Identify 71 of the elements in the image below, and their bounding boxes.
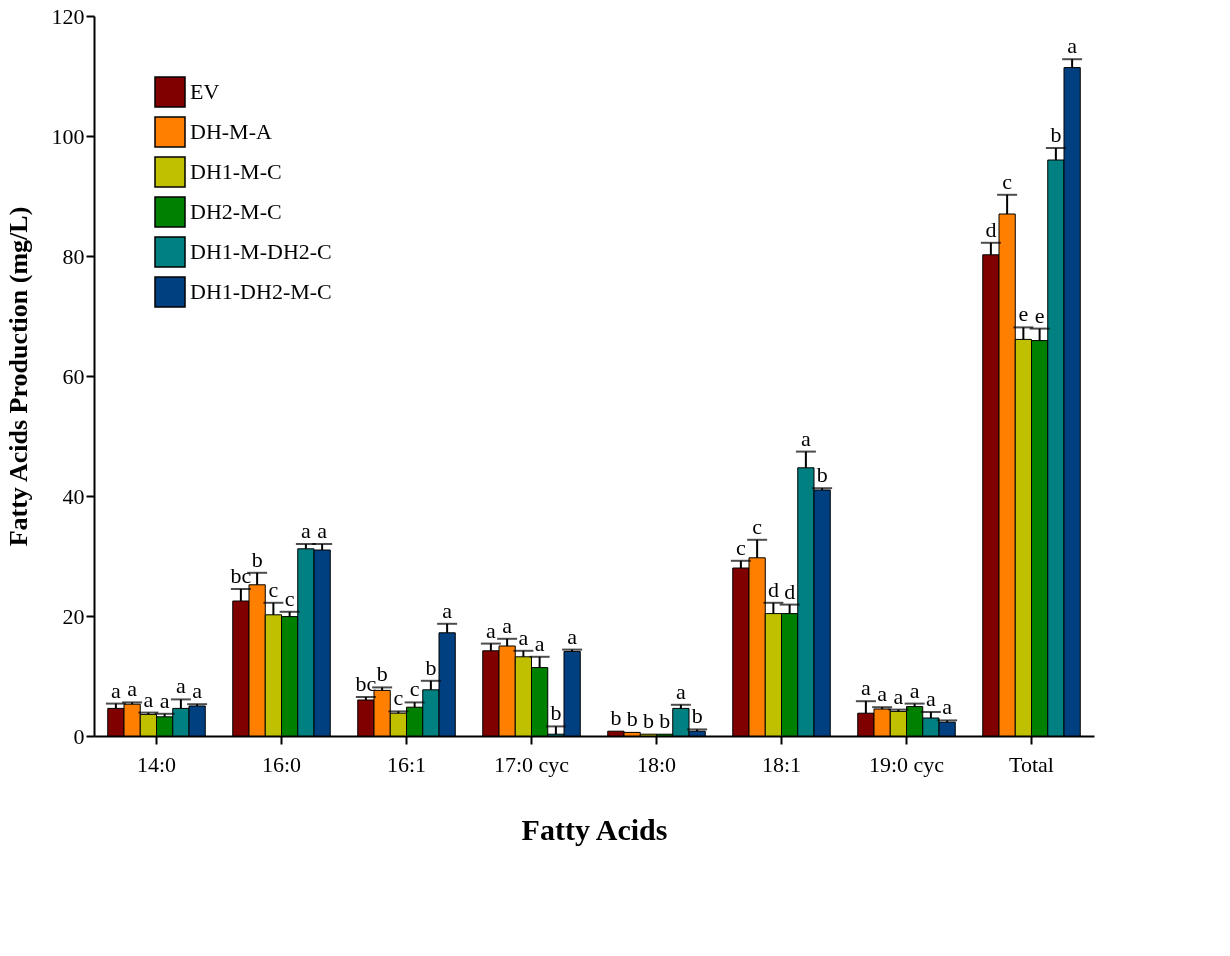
- legend-label: DH1-DH2-M-C: [190, 279, 332, 304]
- data-label: b: [642, 708, 654, 734]
- y-tick-label: 0: [73, 723, 85, 749]
- data-label: b: [1050, 122, 1062, 147]
- x-tick-label: 19:0 cyc: [868, 751, 945, 777]
- x-tick-label: Total: [1009, 751, 1054, 777]
- data-label: b: [610, 705, 622, 731]
- y-tick-label: 120: [51, 3, 85, 29]
- y-tick-label: 100: [51, 123, 85, 149]
- data-label: b: [550, 700, 562, 726]
- data-label: a: [877, 681, 888, 707]
- data-label: d: [784, 578, 796, 604]
- data-label: a: [127, 676, 138, 702]
- legend-label: DH1-M-C: [190, 159, 282, 184]
- data-label: b: [251, 546, 263, 572]
- data-label: b: [376, 661, 388, 687]
- data-label: b: [659, 708, 671, 734]
- legend-label: EV: [190, 79, 220, 104]
- legend-label: DH1-M-DH2-C: [190, 239, 332, 264]
- data-label: a: [567, 623, 578, 649]
- data-label: a: [925, 686, 936, 711]
- x-tick-label: 14:0: [136, 751, 177, 777]
- data-label: a: [317, 518, 328, 543]
- data-label: a: [534, 630, 545, 656]
- data-label: c: [268, 576, 279, 602]
- data-label: a: [110, 677, 121, 703]
- x-tick-label: 16:1: [386, 751, 427, 777]
- y-axis-title: Fatty Acids Production (mg/L): [3, 206, 33, 547]
- data-label: d: [985, 216, 997, 242]
- data-label: c: [752, 513, 763, 539]
- data-label: a: [1067, 33, 1078, 59]
- y-tick-label: 20: [62, 603, 85, 629]
- y-tick-label: 40: [62, 483, 85, 509]
- x-tick-label: 18:0: [636, 751, 677, 777]
- data-label: bc: [355, 671, 377, 696]
- data-label: a: [442, 597, 453, 623]
- legend-label: DH2-M-C: [190, 199, 282, 224]
- data-label: a: [175, 673, 186, 699]
- data-label: a: [909, 677, 920, 703]
- data-label: a: [143, 686, 154, 712]
- x-axis-title: Fatty Acids: [521, 812, 668, 846]
- data-label: b: [626, 706, 638, 732]
- data-label: a: [800, 425, 811, 451]
- data-label: bc: [230, 563, 252, 588]
- data-label: a: [159, 687, 170, 713]
- data-label: a: [860, 675, 871, 701]
- x-tick-label: 17:0 cyc: [493, 751, 570, 777]
- data-label: a: [518, 624, 529, 650]
- data-label: c: [735, 534, 746, 560]
- data-label: d: [767, 576, 779, 602]
- x-tick-label: 16:0: [261, 751, 302, 777]
- y-tick-label: 80: [62, 243, 85, 269]
- data-label: c: [393, 685, 404, 711]
- data-label: c: [409, 676, 420, 702]
- data-label: a: [300, 518, 311, 543]
- data-label: e: [1018, 301, 1029, 327]
- y-tick-label: 60: [62, 363, 85, 389]
- data-label: a: [502, 612, 513, 638]
- x-tick-label: 18:1: [761, 751, 802, 777]
- data-label: e: [1034, 302, 1045, 328]
- data-label: a: [893, 683, 904, 709]
- data-label: a: [485, 617, 496, 643]
- legend-label: DH-M-A: [190, 119, 272, 144]
- data-label: a: [942, 694, 953, 720]
- data-label: c: [1002, 168, 1013, 194]
- data-label: b: [425, 654, 437, 680]
- data-label: c: [284, 585, 295, 611]
- data-label: b: [816, 462, 828, 488]
- data-label: a: [192, 678, 203, 704]
- data-label: a: [675, 678, 686, 704]
- data-label: b: [691, 703, 703, 729]
